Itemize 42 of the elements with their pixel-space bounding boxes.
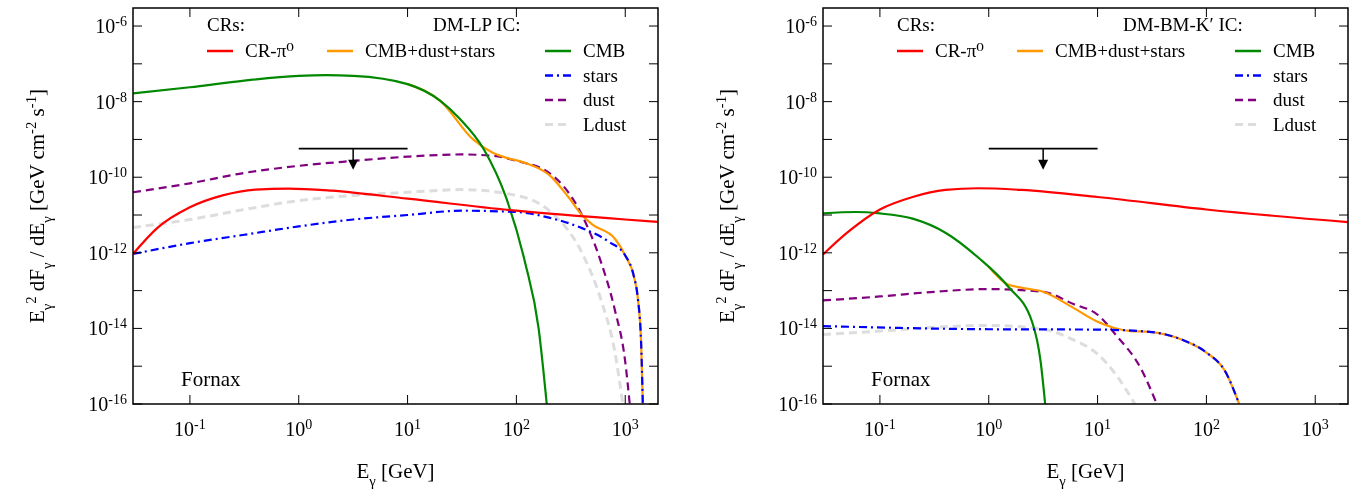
x-tick-label: 10$^{3}$ <box>611 416 639 440</box>
x-tick-label: 10$^{-1}$ <box>174 416 206 440</box>
y-tick-label: 10$^{-14}$ <box>778 315 817 340</box>
x-axis-title: E$_{γ}$ [GeV] <box>356 459 435 489</box>
legend-label: stars <box>583 64 618 86</box>
x-tick-label: 10$^{1}$ <box>1084 416 1112 440</box>
y-tick-label: 10$^{-10}$ <box>778 164 817 189</box>
x-tick-label: 10$^{0}$ <box>975 416 1003 440</box>
y-tick-label: 10$^{-10}$ <box>88 164 127 189</box>
x-tick-label: 10$^{-1}$ <box>864 416 896 440</box>
legend-label: CMB <box>583 40 626 61</box>
x-axis-title: E$_{γ}$ [GeV] <box>1046 459 1125 489</box>
legend-label: CR-π⁰ <box>245 40 295 61</box>
y-tick-label: 10$^{-6}$ <box>95 13 127 38</box>
legend-title: CRs: <box>897 14 936 35</box>
x-tick-label: 10$^{0}$ <box>285 416 313 440</box>
legend-label: Ldust <box>583 113 627 135</box>
x-tick-label: 10$^{2}$ <box>1192 416 1220 440</box>
y-tick-label: 10$^{-6}$ <box>785 13 817 38</box>
y-tick-label: 10$^{-12}$ <box>88 240 127 264</box>
legend-label: CMB <box>1273 40 1316 61</box>
y-tick-label: 10$^{-14}$ <box>88 315 127 340</box>
x-tick-label: 10$^{1}$ <box>394 416 422 440</box>
legend-label: dust <box>1273 89 1306 110</box>
legend-label: stars <box>1273 64 1308 86</box>
annotation: DM-LP IC: <box>433 14 521 35</box>
legend-label: CMB+dust+stars <box>365 40 496 61</box>
x-tick-label: 10$^{3}$ <box>1301 416 1329 440</box>
legend-title: CRs: <box>207 14 246 35</box>
legend-label: dust <box>583 89 616 110</box>
legend-label: CMB+dust+stars <box>1055 40 1186 61</box>
legend-label: CR-π⁰ <box>935 40 985 61</box>
annotation: DM-BM-K′ IC: <box>1123 14 1243 35</box>
y-tick-label: 10$^{-16}$ <box>778 391 817 415</box>
y-tick-label: 10$^{-8}$ <box>95 89 127 113</box>
y-tick-label: 10$^{-16}$ <box>88 391 127 415</box>
y-tick-label: 10$^{-12}$ <box>778 240 817 264</box>
annotation: Fornax <box>871 367 931 391</box>
x-tick-label: 10$^{2}$ <box>502 416 530 440</box>
y-tick-label: 10$^{-8}$ <box>785 89 817 113</box>
annotation: Fornax <box>181 367 241 391</box>
legend-label: Ldust <box>1273 113 1317 135</box>
